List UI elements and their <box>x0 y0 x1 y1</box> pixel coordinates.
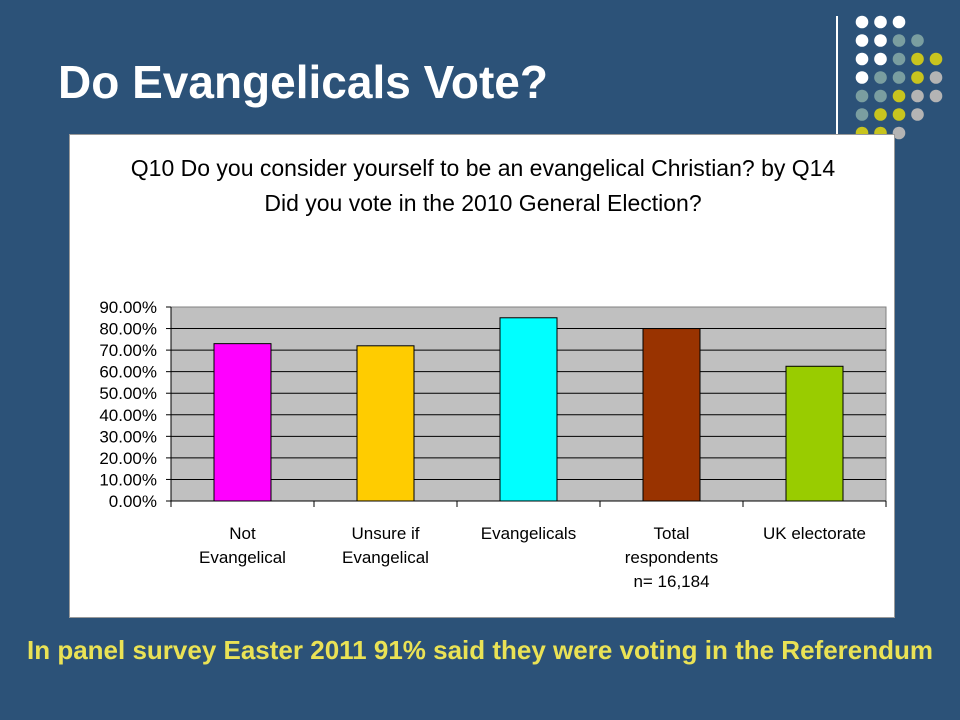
y-tick-label: 0.00% <box>109 492 157 511</box>
decorative-dot <box>874 34 887 47</box>
decorative-dot <box>874 15 887 29</box>
decorative-dot <box>874 89 887 103</box>
decorative-dot <box>855 15 869 29</box>
decorative-dot <box>892 34 906 47</box>
bar <box>356 345 415 502</box>
decorative-dot <box>892 89 906 103</box>
decorative-dot <box>855 34 869 47</box>
chart-title: Q10 Do you consider yourself to be an ev… <box>130 155 836 216</box>
x-tick-label: Total respondents n= 16,184 <box>625 524 719 591</box>
decorative-dot <box>911 89 924 103</box>
decorative-dot <box>855 52 869 66</box>
y-tick-label: 20.00% <box>99 449 157 468</box>
decorative-dot <box>892 15 906 29</box>
y-tick-label: 10.00% <box>99 470 157 489</box>
decorative-dot <box>874 108 887 121</box>
chart-container: Q10 Do you consider yourself to be an ev… <box>69 134 895 618</box>
y-tick-label: 60.00% <box>99 363 157 382</box>
decorative-dot <box>874 52 887 66</box>
bar-chart: 0.00% 10.00% 20.00% 30.00% 40.00% 50.00% 60.00… <box>99 298 887 591</box>
decorative-dot <box>929 52 943 66</box>
decorative-vertical-line <box>836 16 838 136</box>
decorative-dot <box>855 71 869 84</box>
slide-title: Do Evangelicals Vote? <box>58 56 548 108</box>
bar <box>785 365 844 502</box>
decorative-dot <box>929 89 943 103</box>
decorative-dot <box>892 108 906 121</box>
decorative-dot <box>855 89 869 103</box>
decorative-dot <box>929 71 943 84</box>
decorative-dot <box>892 126 906 140</box>
decorative-dot <box>874 71 887 84</box>
decorative-dot <box>911 108 924 121</box>
x-tick-label: UK electorate <box>763 524 866 543</box>
x-tick-label: Evangelicals <box>481 524 576 543</box>
x-tick-label: Not Evangelical <box>199 524 286 567</box>
bar <box>642 328 701 502</box>
decorative-dot <box>892 71 906 84</box>
footer-note: In panel survey Easter 2011 91% said the… <box>26 635 933 665</box>
decorative-dot <box>911 52 924 66</box>
y-tick-label: 90.00% <box>99 298 157 317</box>
x-tick-label: Unsure if Evangelical <box>342 524 429 567</box>
decorative-dot <box>911 34 924 47</box>
y-tick-label: 40.00% <box>99 406 157 425</box>
y-tick-label: 70.00% <box>99 341 157 360</box>
decorative-dot <box>911 71 924 84</box>
decorative-dot-grid <box>855 15 943 158</box>
decorative-dot <box>855 108 869 121</box>
y-tick-label: 50.00% <box>99 384 157 403</box>
y-tick-label: 80.00% <box>99 320 157 339</box>
bar <box>213 343 272 502</box>
decorative-dot <box>892 52 906 66</box>
bar <box>499 317 558 502</box>
y-tick-label: 30.00% <box>99 427 157 446</box>
